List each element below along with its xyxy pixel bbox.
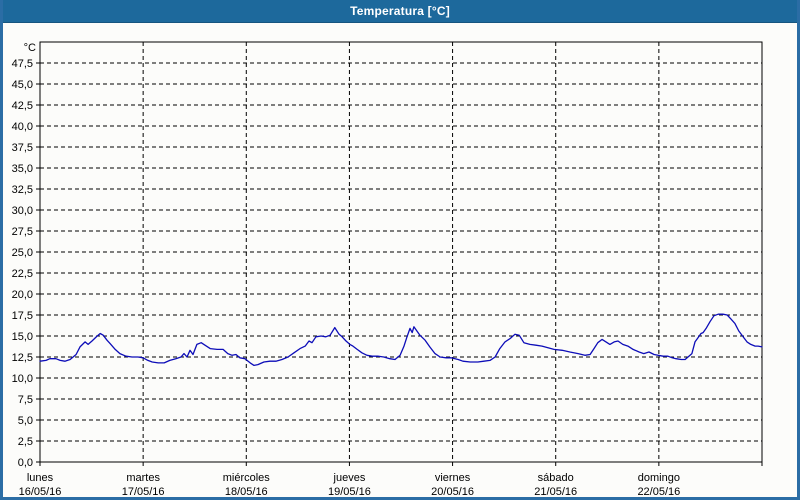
y-tick-label: 0,0 xyxy=(18,457,33,469)
y-axis-unit-label: °C xyxy=(24,42,36,54)
x-day-label: sábado xyxy=(538,472,574,484)
temperature-chart: 0,0 2,5 5,0 7,5 10,0 12,5 15,0 17,5 20,0 22,5 25,0… xyxy=(12,41,763,497)
y-tick-label: 42,5 xyxy=(12,100,33,112)
y-tick-label: 35,0 xyxy=(12,163,33,175)
y-tick-label: 2,5 xyxy=(18,436,33,448)
x-date-label: 16/05/16 xyxy=(19,486,62,497)
x-day-label: domingo xyxy=(638,472,680,484)
y-tick-label: 27,5 xyxy=(12,226,33,238)
y-tick-label: 37,5 xyxy=(12,142,33,154)
x-date-label: 22/05/16 xyxy=(637,486,680,497)
x-date-label: 21/05/16 xyxy=(534,486,577,497)
y-tick-label: 5,0 xyxy=(18,415,33,427)
y-tick-label: 45,0 xyxy=(12,79,33,91)
y-tick-label: 22,5 xyxy=(12,268,33,280)
y-tick-label: 15,0 xyxy=(12,331,33,343)
x-day-label: miércoles xyxy=(223,472,271,484)
y-tick-label: 10,0 xyxy=(12,373,33,385)
window-title: Temperatura [°C] xyxy=(350,4,450,18)
x-day-label: jueves xyxy=(333,472,366,484)
y-tick-label: 7,5 xyxy=(18,394,33,406)
y-tick-label: 40,0 xyxy=(12,121,33,133)
window-titlebar[interactable]: Temperatura [°C] xyxy=(3,0,797,23)
plot-border xyxy=(39,41,763,463)
y-tick-label: 25,0 xyxy=(12,247,33,259)
y-tick-label: 17,5 xyxy=(12,310,33,322)
x-date-label: 18/05/16 xyxy=(225,486,268,497)
x-day-label: martes xyxy=(126,472,160,484)
y-tick-label: 32,5 xyxy=(12,184,33,196)
x-date-label: 19/05/16 xyxy=(328,486,371,497)
x-date-label: 17/05/16 xyxy=(122,486,165,497)
y-tick-label: 12,5 xyxy=(12,352,33,364)
y-tick-label: 47,5 xyxy=(12,58,33,70)
temperature-line xyxy=(39,313,763,367)
y-tick-label: 30,0 xyxy=(12,205,33,217)
y-tick-label: 20,0 xyxy=(12,289,33,301)
x-day-label: viernes xyxy=(435,472,471,484)
x-date-label: 20/05/16 xyxy=(431,486,474,497)
chart-panel: 0,0 2,5 5,0 7,5 10,0 12,5 15,0 17,5 20,0 22,5 25,0… xyxy=(3,23,797,497)
x-day-label: lunes xyxy=(27,472,54,484)
